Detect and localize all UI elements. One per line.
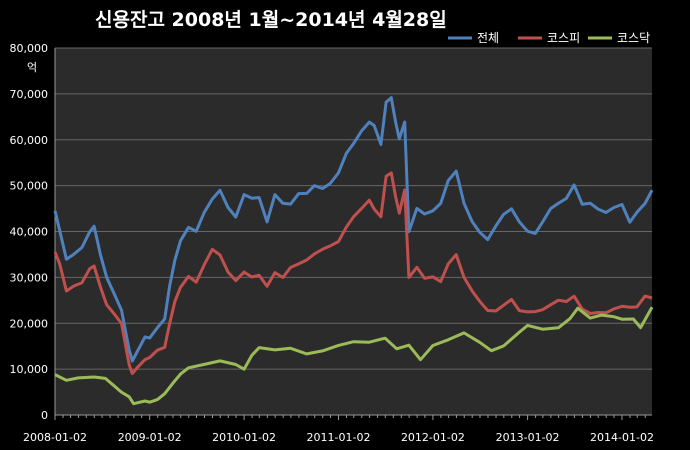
y-tick-label: 10,000	[10, 363, 49, 376]
y-tick-labels: 0 10,000 20,000 30,000 40,000 50,000 60,000 70,…	[10, 42, 49, 422]
y-tick-label: 60,000	[10, 134, 49, 147]
series-line-1	[53, 96, 654, 363]
x-tick-label: 2010-01-02	[212, 431, 276, 444]
x-tick-label: 2014-01-02	[590, 431, 654, 444]
legend-label: 코스닥	[617, 31, 650, 45]
x-tick-label: 2013-01-02	[496, 431, 560, 444]
series-line-3	[54, 306, 654, 406]
gridlines	[55, 47, 652, 370]
x-tick-label: 2008-01-02	[23, 431, 87, 444]
x-tick-label: 2011-01-02	[307, 431, 371, 444]
y-tick-label: 0	[41, 409, 48, 422]
y-tick-label: 70,000	[10, 88, 49, 101]
axes	[54, 48, 652, 420]
legend-label: 코스피	[547, 31, 580, 45]
y-tick-label: 30,000	[10, 271, 49, 284]
legend: 전체 코스피 코스닥	[448, 31, 650, 45]
series-line-2	[53, 171, 653, 375]
x-tick-labels: 2008-01-02 2009-01-02 2010-01-02 2011-01-02…	[23, 431, 654, 444]
y-tick-label: 50,000	[10, 180, 49, 193]
legend-label: 전체	[477, 31, 499, 45]
chart-title: 신용잔고 2008년 1월~2014년 4월28일	[95, 9, 447, 31]
y-tick-label: 20,000	[10, 317, 49, 330]
y-axis-unit-label: 억	[27, 61, 37, 74]
x-tick-label: 2009-01-02	[118, 431, 182, 444]
x-tick-label: 2012-01-02	[401, 431, 465, 444]
series-lines	[53, 96, 654, 406]
y-tick-label: 80,000	[10, 42, 49, 55]
y-tick-label: 40,000	[10, 226, 49, 239]
